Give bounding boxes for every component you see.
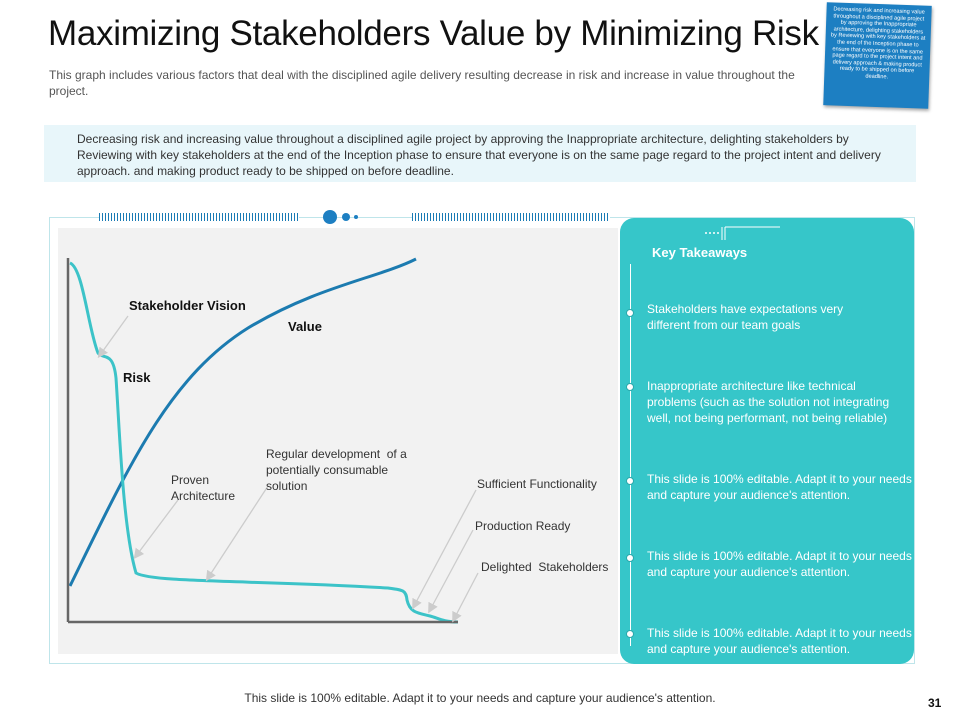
label-risk: Risk	[123, 370, 151, 385]
risk-curve	[69, 261, 459, 624]
key-takeaways-panel	[620, 218, 914, 664]
label-regular-development: Regular development of a potentially con…	[266, 447, 407, 493]
label-delighted-stakeholders: Delighted Stakeholders	[481, 560, 609, 574]
takeaway-bullet	[626, 309, 634, 317]
label-stakeholder-vision: Stakeholder Vision	[129, 298, 246, 313]
page-subtitle: This graph includes various factors that…	[49, 68, 795, 98]
takeaway-bullet	[626, 630, 634, 638]
label-production-ready: Production Ready	[475, 519, 571, 533]
takeaway-item: This slide is 100% editable. Adapt it to…	[647, 472, 912, 502]
decorative-dot-small	[354, 215, 358, 219]
diagram-canvas	[66, 257, 479, 624]
page-number: 31	[928, 696, 942, 710]
decorative-hatch-right	[412, 213, 610, 221]
takeaway-bullet	[626, 477, 634, 485]
takeaway-bullet	[626, 554, 634, 562]
pointer-delighted-stakeholders	[452, 572, 479, 623]
takeaway-item: This slide is 100% editable. Adapt it to…	[647, 626, 912, 656]
label-sufficient-functionality: Sufficient Functionality	[477, 477, 597, 491]
decorative-dot-medium	[342, 213, 350, 221]
key-takeaways-title: Key Takeaways	[652, 245, 748, 260]
takeaway-item: Inappropriate architecture like technica…	[647, 379, 890, 425]
summary-text: Decreasing risk and increasing value thr…	[77, 132, 881, 178]
risk-value-diagram: Stakeholder Vision Value Risk Proven Arc…	[58, 228, 618, 654]
pointer-regular-development	[205, 485, 269, 582]
takeaways-connector-line	[630, 264, 631, 646]
sticky-note: Decreasing risk and increasing value thr…	[823, 2, 932, 109]
label-value: Value	[288, 319, 322, 334]
panel-decoration	[705, 226, 780, 240]
pointer-proven-architecture	[133, 499, 179, 560]
page-title: Maximizing Stakeholders Value by Minimiz…	[48, 14, 819, 53]
summary-box: Decreasing risk and increasing value thr…	[44, 125, 916, 182]
footer-text: This slide is 100% editable. Adapt it to…	[244, 691, 716, 705]
pointer-production-ready	[428, 529, 474, 614]
takeaway-bullet	[626, 383, 634, 391]
decorative-hatch-left	[99, 213, 299, 221]
pointer-sufficient-functionality	[412, 489, 477, 610]
value-curve	[68, 257, 417, 587]
pointer-stakeholder-vision	[97, 315, 129, 359]
sticky-note-text: Decreasing risk and increasing value thr…	[830, 6, 926, 81]
label-proven-architecture: Proven Architecture	[171, 473, 236, 503]
decorative-dot-large	[323, 210, 337, 224]
takeaway-item: This slide is 100% editable. Adapt it to…	[647, 549, 912, 579]
takeaway-item: Stakeholders have expectations very diff…	[647, 302, 844, 332]
